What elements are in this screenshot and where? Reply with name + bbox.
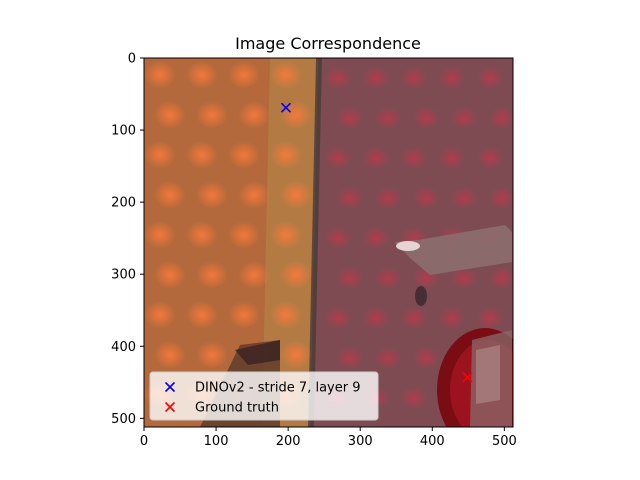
y-tick-label: 200 <box>111 196 136 211</box>
x-tick-label: 300 <box>348 434 373 449</box>
x-tick-label: 400 <box>420 434 445 449</box>
x-tick-label: 500 <box>492 434 517 449</box>
background-image <box>144 58 513 427</box>
y-tick-label: 100 <box>111 124 136 139</box>
y-tick-label: 400 <box>111 340 136 355</box>
axes-frame <box>143 57 514 428</box>
legend-label: DINOv2 - stride 7, layer 9 <box>195 381 360 396</box>
legend-marker <box>164 401 176 413</box>
legend-box <box>149 371 379 421</box>
y-axis: 0 100 200 300 400 500 <box>111 52 144 427</box>
legend-label: Ground truth <box>195 401 279 416</box>
x-tick-label: 200 <box>276 434 301 449</box>
y-tick-label: 300 <box>111 268 136 283</box>
x-tick-label: 0 <box>140 434 148 449</box>
ground-truth-marker <box>462 372 473 383</box>
legend: DINOv2 - stride 7, layer 9 Ground truth <box>149 371 379 421</box>
data-markers <box>280 102 473 383</box>
y-tick-label: 0 <box>128 52 136 67</box>
x-axis: 0 100 200 300 400 500 <box>140 427 517 449</box>
prediction-marker <box>280 102 292 113</box>
chart-title: Image Correspondence <box>235 34 421 53</box>
y-tick-label: 500 <box>111 412 136 427</box>
legend-marker <box>164 381 176 393</box>
x-tick-label: 100 <box>204 434 229 449</box>
